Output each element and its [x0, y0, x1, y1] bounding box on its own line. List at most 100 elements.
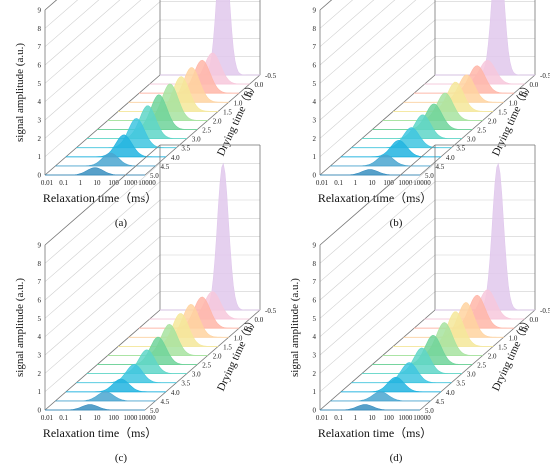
z-tick-label: 5.0 — [150, 172, 159, 180]
z-tick-label: 2.5 — [202, 127, 211, 135]
z-tick-label: 4.0 — [171, 154, 180, 162]
y-tick-label: 2 — [313, 135, 317, 143]
axis-line — [44, 144, 161, 246]
gridline-y — [319, 0, 396, 66]
y-tick-label: 1 — [38, 388, 42, 396]
z-tick-label: 1.0 — [509, 99, 518, 107]
x-tick-label: 1 — [354, 179, 358, 187]
x-tick-label: 10000 — [138, 179, 156, 187]
x-tick-label: 0.1 — [59, 179, 68, 187]
x-tick-label: 0.01 — [41, 414, 54, 422]
axis-line — [144, 309, 261, 411]
y-tick-label: 9 — [38, 7, 42, 15]
z-tick-label: 1.0 — [509, 334, 518, 342]
z-tick-label: 2.0 — [213, 352, 222, 360]
z-tick-label: 3.5 — [181, 380, 190, 388]
x-tick-label: 1000 — [123, 179, 138, 187]
y-tick-label: 9 — [313, 242, 317, 250]
z-tick-label: 0.5 — [244, 325, 253, 333]
z-tick-label: 4.5 — [160, 163, 169, 171]
z-tick-label: 1.5 — [498, 343, 507, 351]
x-tick-label: 10 — [369, 179, 377, 187]
x-tick-label: 100 — [108, 414, 119, 422]
y-tick-label: 2 — [38, 370, 42, 378]
z-tick-label: 3.0 — [467, 136, 476, 144]
y-tick-label: 3 — [313, 352, 317, 360]
gridline-y — [44, 0, 142, 84]
y-tick-label: 5 — [38, 80, 42, 88]
series-ridge — [330, 391, 431, 402]
x-tick-label: 1 — [79, 179, 83, 187]
z-tick-label: -0.5 — [265, 72, 277, 80]
z-tick-label: 0.5 — [519, 325, 528, 333]
z-tick-label: 4.5 — [160, 398, 169, 406]
series-ridge — [320, 404, 420, 411]
y-tick-label: 5 — [313, 80, 317, 88]
y-tick-label: 1 — [313, 388, 317, 396]
z-tick-label: 0.5 — [519, 90, 528, 98]
y-tick-label: 8 — [313, 260, 317, 268]
z-tick-label: 0.0 — [255, 81, 264, 89]
x-axis-label: Relaxation time（ms） — [43, 191, 157, 205]
x-tick-label: 10 — [94, 179, 102, 187]
x-tick-label: 1 — [354, 414, 358, 422]
x-axis-label: Relaxation time（ms） — [43, 426, 157, 440]
y-tick-label: 4 — [313, 333, 317, 341]
series-ridge — [340, 376, 441, 393]
x-axis-label: Relaxation time（ms） — [318, 191, 432, 205]
y-tick-label: 0 — [313, 407, 317, 415]
z-tick-label: 4.5 — [435, 398, 444, 406]
x-tick-label: 1000 — [398, 179, 413, 187]
series-ridge — [320, 169, 420, 176]
panel-label: (c) — [115, 452, 128, 464]
y-axis-label: signal amplitude (a.u.) — [14, 43, 26, 142]
y-tick-label: 8 — [313, 25, 317, 33]
y-tick-label: 4 — [38, 98, 42, 106]
y-tick-label: 6 — [38, 62, 42, 70]
panel-label: (b) — [390, 217, 403, 229]
y-tick-label: 9 — [313, 7, 317, 15]
y-tick-label: 5 — [313, 315, 317, 323]
x-tick-label: 0.01 — [316, 179, 329, 187]
y-tick-label: 4 — [313, 98, 317, 106]
x-tick-label: 10 — [369, 414, 377, 422]
y-tick-label: 0 — [38, 172, 42, 180]
z-tick-label: 2.5 — [477, 127, 486, 135]
x-tick-label: 100 — [383, 414, 394, 422]
z-tick-label: 0.5 — [244, 90, 253, 98]
axis-line — [319, 74, 436, 176]
gridline-y — [319, 0, 417, 84]
y-tick-label: 7 — [313, 43, 317, 51]
panel-label: (d) — [390, 452, 403, 464]
axis-line — [319, 0, 333, 11]
z-tick-label: 4.0 — [446, 389, 455, 397]
z-tick-label: 3.0 — [192, 136, 201, 144]
axis-line — [419, 74, 536, 176]
axis-line — [319, 144, 436, 246]
y-tick-label: 8 — [38, 25, 42, 33]
y-tick-label: 1 — [313, 153, 317, 161]
z-tick-label: 5.0 — [425, 407, 434, 415]
axis-line — [144, 74, 261, 176]
panel-label: (a) — [115, 217, 128, 229]
series-ridge — [340, 139, 441, 158]
z-tick-label: 4.0 — [171, 389, 180, 397]
panel-b: 0 1 2 3 4 5 6 7 8 9 0.01 0.1 1 10 100 1000 10000 -0.50.00… — [313, 0, 550, 229]
x-tick-label: 0.1 — [59, 414, 68, 422]
z-tick-label: 1.0 — [234, 99, 243, 107]
x-tick-label: 100 — [108, 179, 119, 187]
z-tick-label: 2.0 — [488, 117, 497, 125]
y-tick-label: 5 — [38, 315, 42, 323]
y-tick-label: 3 — [38, 117, 42, 125]
z-tick-label: 1.5 — [223, 343, 232, 351]
x-tick-label: 10000 — [413, 414, 431, 422]
x-tick-label: 0.1 — [334, 179, 343, 187]
y-tick-label: 7 — [38, 43, 42, 51]
series-ridge — [45, 404, 145, 411]
z-tick-label: -0.5 — [540, 72, 550, 80]
y-tick-label: 3 — [38, 352, 42, 360]
y-tick-label: 3 — [313, 117, 317, 125]
y-axis-label: signal amplitude (a.u.) — [289, 278, 301, 377]
axis-line — [44, 309, 161, 411]
